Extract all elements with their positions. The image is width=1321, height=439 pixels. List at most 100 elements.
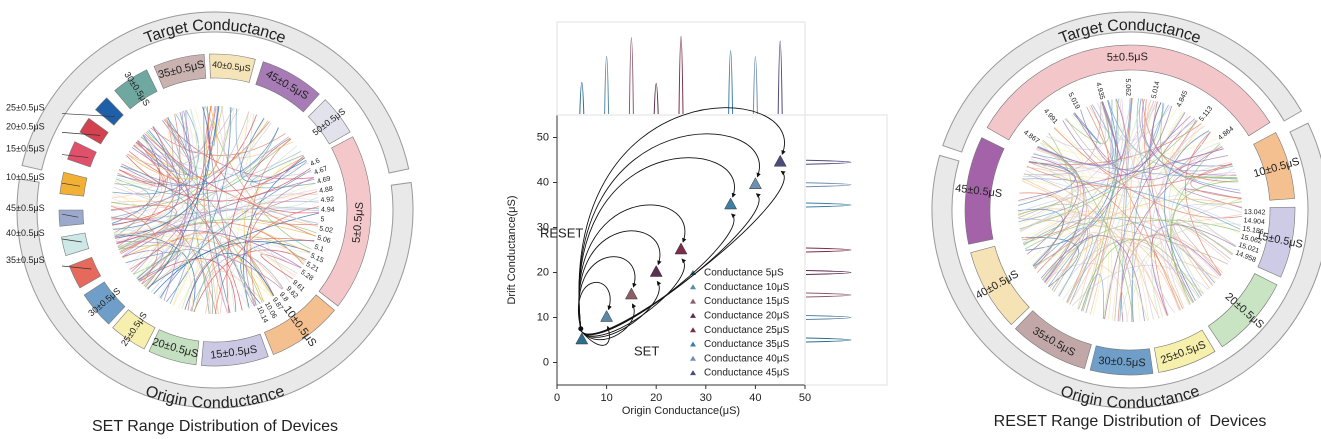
chord-link: [111, 134, 161, 224]
legend-label: Conductance 25μS: [704, 325, 790, 336]
marginal-spike: [805, 292, 852, 298]
chord-link: [153, 241, 311, 295]
point: [674, 242, 688, 255]
tick-label: 15.186: [1242, 226, 1264, 236]
tick-label: 4.92: [320, 196, 334, 204]
marginal-spike: [805, 202, 852, 208]
legend-swatch: [690, 327, 696, 333]
segment: [1153, 329, 1216, 373]
chord-link: [1021, 237, 1079, 288]
chord-link: [1017, 203, 1080, 281]
chord-link: [131, 134, 174, 172]
chord-link: [215, 105, 249, 171]
chord-link: [137, 122, 272, 280]
x-tick-label: 0: [554, 392, 560, 404]
chord-link: [193, 249, 307, 312]
chord-link: [1160, 103, 1242, 205]
tick-label: 5.014: [1151, 81, 1162, 100]
chord-link: [1026, 166, 1090, 304]
chord-link: [212, 241, 284, 315]
tick-label: 4.864: [1217, 125, 1235, 141]
callout-line: [61, 113, 115, 117]
chord-link: [152, 111, 192, 176]
chord-link: [146, 259, 211, 314]
chord-link: [247, 244, 302, 274]
chord-link: [1065, 101, 1112, 164]
legend-label: Conductance 20μS: [704, 311, 790, 322]
y-tick-label: 30: [537, 221, 549, 233]
tick-label: 4.991: [1042, 108, 1059, 126]
chord-link: [112, 228, 164, 287]
chord-link: [1022, 178, 1241, 230]
chord-link: [184, 253, 275, 310]
chord-link: [1078, 238, 1201, 310]
chord-link: [181, 246, 249, 309]
segment-label: 15±0.5μS: [6, 144, 45, 154]
chord-link: [165, 105, 217, 159]
point: [624, 287, 638, 300]
chord-link: [117, 118, 174, 185]
segment-label: 45±0.5μS: [954, 182, 1002, 200]
chord-link: [111, 204, 211, 314]
tick-label: 15.062: [1240, 234, 1263, 246]
segment: [79, 117, 109, 145]
marginal-spike: [805, 247, 852, 253]
segment: [986, 44, 1271, 141]
chord-link: [245, 177, 314, 307]
chord-link: [1023, 119, 1197, 177]
segment: [95, 97, 124, 126]
tick-label: 4.67: [313, 165, 328, 176]
tick-label: 5.1: [313, 244, 325, 254]
tick-label: 14.904: [1243, 217, 1265, 226]
ring-target: [942, 11, 1303, 153]
segment: [112, 309, 156, 350]
chord-link: [114, 183, 151, 238]
legend-label: Conductance 45μS: [704, 368, 790, 379]
chord-link: [1150, 224, 1237, 316]
chord-link: [1067, 241, 1105, 315]
marginal-top: [556, 21, 806, 116]
segment-label: 30±0.5μS: [1098, 355, 1146, 369]
chord-link: [111, 114, 181, 221]
tick-label: 4.935: [1094, 82, 1105, 101]
chord-link: [220, 260, 259, 309]
chord-link: [1182, 204, 1241, 247]
marginal-spike: [752, 56, 758, 115]
chord-link: [122, 238, 264, 303]
reset-arrow: [578, 157, 737, 329]
chord-link: [1169, 180, 1239, 305]
chord-link: [116, 230, 302, 269]
chord-link: [1037, 98, 1127, 166]
x-tick-label: 20: [650, 392, 662, 404]
callout-line: [61, 132, 101, 136]
segment: [1253, 132, 1295, 201]
marginal-spike: [628, 37, 634, 115]
chord-link: [249, 138, 292, 306]
chord-link: [1033, 227, 1089, 297]
chord-link: [1023, 206, 1240, 245]
chord-link: [1163, 130, 1210, 302]
chord-link: [250, 154, 316, 189]
chord-link: [1119, 223, 1242, 322]
chord-link: [216, 258, 273, 314]
chord-link: [1024, 216, 1234, 255]
tick-label: 4.6: [309, 157, 321, 168]
chord-link: [1033, 101, 1117, 267]
segment: [1257, 206, 1296, 278]
reset-arrow: [578, 230, 662, 329]
segment: [970, 245, 1030, 326]
chord-link: [1131, 104, 1169, 322]
tick-label: 4.69: [316, 175, 331, 185]
chord-link: [203, 106, 231, 313]
chord-link: [235, 108, 308, 185]
set-arrow: [580, 258, 687, 337]
chord-link: [1045, 98, 1143, 285]
segment: [59, 171, 88, 197]
marginal-spike: [805, 182, 852, 188]
segment: [114, 69, 158, 110]
chord-link: [1017, 197, 1074, 233]
point: [649, 264, 663, 277]
x-tick-label: 50: [799, 392, 811, 404]
segment: [83, 281, 126, 325]
